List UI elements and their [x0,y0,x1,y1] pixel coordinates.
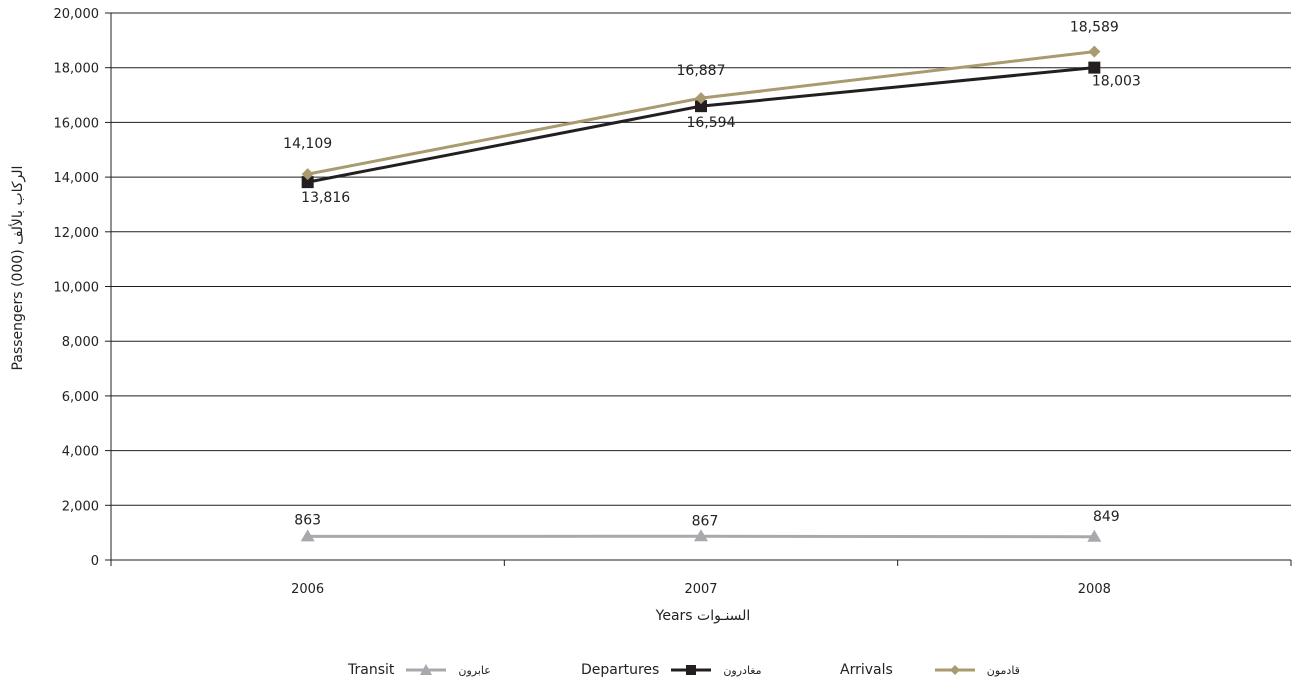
x-tick-label: 2008 [1078,582,1111,597]
x-axis: 2006 2007 2008 [110,13,1292,597]
x-tick-label: 2007 [684,582,717,597]
legend-label-departures-ar: مغادرون [723,663,762,677]
diamond-marker-icon [934,665,975,675]
x-axis-title: Years السنـوات [655,608,751,624]
data-label-transit: 863 [294,512,321,528]
triangle-marker-icon [406,664,447,675]
data-label-departures: 18,003 [1092,74,1141,90]
data-point-departures [301,176,314,189]
y-tick-label: 8,000 [62,335,99,350]
data-point-departures [695,100,707,113]
square-marker-icon [671,665,712,675]
data-label-departures: 16,594 [687,115,736,131]
data-label-transit: 867 [692,513,719,529]
y-axis-title: Passengers (000) الركاب بالألف [8,166,26,371]
legend-label-departures: Departures [581,662,660,678]
legend-label-transit: Transit [348,662,395,678]
legend-label-arrivals-ar: قادمون [986,663,1020,677]
data-point-arrivals [1088,45,1101,58]
data-point-transit [694,529,708,542]
x-tick-label: 2006 [291,582,324,597]
legend-item-arrivals: Arrivals قادمون [840,662,1020,678]
data-labels: 863 867 849 13,816 16,594 18,003 14,109 16,887 1… [283,20,1141,530]
y-tick-label: 10,000 [54,281,100,296]
y-tick-label: 6,000 [62,390,99,405]
data-label-arrivals: 16,887 [677,63,726,79]
line-chart: 0 2,000 4,000 6,000 8,000 10,000 12,000 14,000 1… [8,7,1292,624]
legend-label-arrivals: Arrivals [840,662,893,678]
data-point-transit [300,529,315,542]
y-tick-label: 2,000 [62,499,99,514]
legend-label-transit-ar: عابرون [458,663,491,677]
data-point-arrivals [301,168,314,181]
data-point-arrivals [695,92,707,105]
data-point-departures [1088,61,1101,74]
data-label-arrivals: 14,109 [283,136,332,152]
y-tick-label: 20,000 [54,7,100,22]
data-point-transit [1087,529,1102,542]
legend-item-departures: Departures مغادرون [581,662,762,678]
y-tick-label: 4,000 [62,445,99,460]
y-tick-label: 0 [91,554,99,569]
y-tick-label: 12,000 [54,226,100,241]
series-group [300,45,1102,542]
data-label-transit: 849 [1093,509,1120,525]
y-axis-ticks: 0 2,000 4,000 6,000 8,000 10,000 12,000 14,000 1… [54,7,111,569]
y-tick-label: 18,000 [54,62,100,77]
data-label-departures: 13,816 [301,190,350,206]
data-label-arrivals: 18,589 [1070,20,1119,36]
y-tick-label: 14,000 [54,171,100,186]
y-tick-label: 16,000 [54,116,100,131]
legend-item-transit: Transit عابرون [348,662,491,678]
